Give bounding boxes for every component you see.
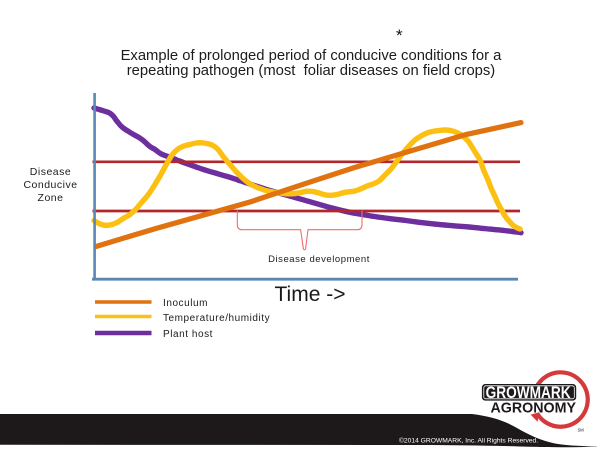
svg-text:GROWMARK: GROWMARK (486, 384, 571, 402)
svg-text:©2014 GROWMARK, Inc. All Right: ©2014 GROWMARK, Inc. All Rights Reserved… (399, 437, 538, 445)
svg-text:AGRONOMY: AGRONOMY (491, 400, 577, 416)
svg-text:SM: SM (578, 428, 585, 433)
